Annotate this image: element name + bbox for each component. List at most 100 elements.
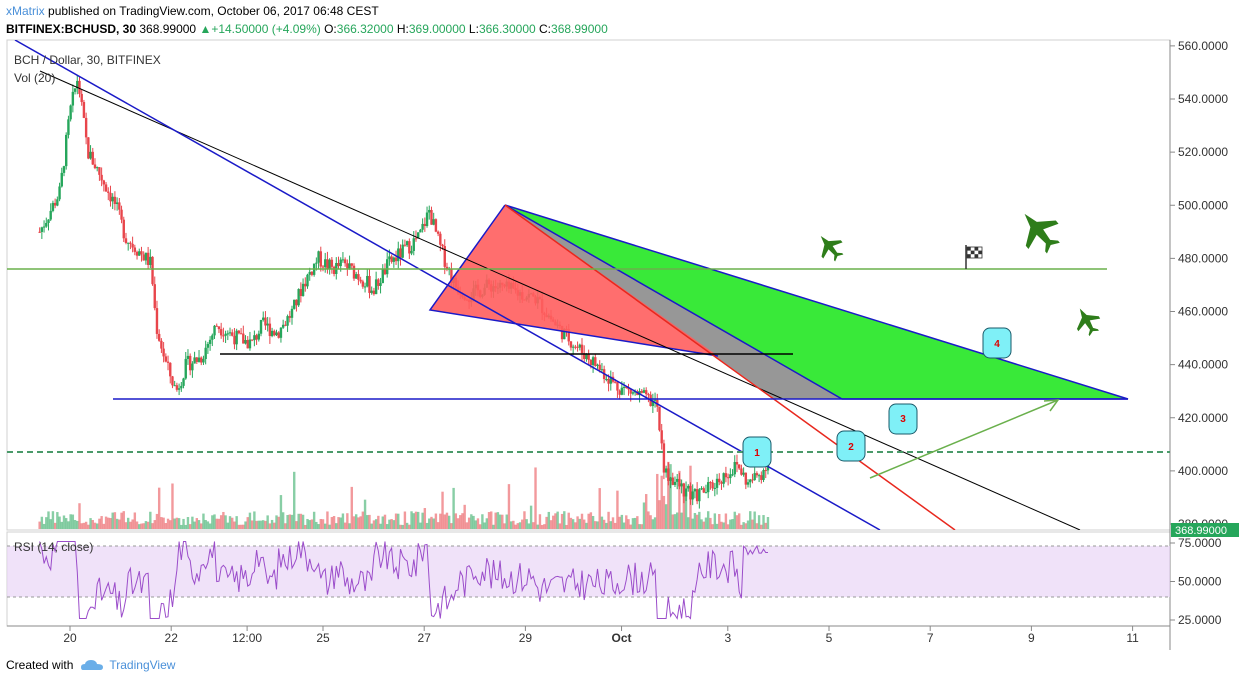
volume-bar [160,517,163,529]
volume-bar [476,518,480,529]
tradingview-link[interactable]: TradingView [109,658,176,672]
volume-bar [217,518,221,529]
volume-bar [326,511,329,529]
candle-body [202,359,205,363]
candle-body [753,473,756,481]
volume-bar [412,513,415,529]
candle-body [676,478,679,482]
candle-body [118,202,121,210]
volume-bar [264,520,267,529]
volume-bar [193,521,196,529]
volume-bar [246,517,249,529]
candle-body [53,202,57,206]
wave-marker-3[interactable]: 3 [888,403,918,435]
candle-body [709,482,712,484]
volume-bar [598,488,601,529]
volume-bar [693,513,697,529]
candle-body [115,202,119,205]
y-axis-ticks: 560.0000 540.0000 520.0000 500.0000 480.0000… [1170,39,1228,531]
volume-bar [310,519,314,529]
volume-bar [622,522,626,529]
volume-bar [602,519,606,529]
candle-body [414,238,418,240]
volume-bar [213,514,216,529]
candle-body [713,487,717,489]
wave-marker-2[interactable]: 2 [836,430,866,462]
volume-bar [633,517,637,529]
candle-body [100,174,103,181]
candle-body [720,482,723,484]
volume-bar [93,522,97,529]
price-chart[interactable]: 1 2 3 4 BCH / Dollar, 30, BITFINEX Vol (… [0,38,1239,650]
ohlc-bar: BITFINEX:BCHUSD, 30 368.99000 ▲+14.50000… [6,22,608,36]
volume-bar [474,520,477,529]
volume-bar [40,516,44,529]
candle-body [211,335,214,340]
volume-bar [82,522,86,529]
candle-body [301,283,305,296]
low-value: 366.30000 [478,22,536,36]
candle-body [651,400,655,407]
candle-body [589,359,593,366]
volume-bar [355,514,358,529]
volume-bar [290,514,294,529]
rsi-band [7,546,1170,597]
y-tick-label: 460.0000 [1178,305,1228,319]
volume-bar [58,516,61,529]
candle-body [332,266,336,274]
candle-body [40,227,44,232]
wave-marker-1[interactable]: 1 [742,436,772,468]
candle-body [91,151,94,165]
volume-bar [501,514,504,529]
volume-bar [111,512,114,529]
volume-bar [383,514,387,529]
volume-bar [556,511,559,529]
volume-bar [211,515,214,529]
candle-body [348,263,351,269]
candle-body [645,390,648,395]
candle-body [310,271,314,275]
volume-bar [664,504,668,529]
candle-body [350,263,353,266]
author-link[interactable]: xMatrix [6,4,45,18]
volume-bar [746,520,750,529]
volume-bar [169,520,172,529]
volume-bar [636,516,639,529]
volume-bar [574,522,577,529]
volume-bar [231,517,234,529]
candle-body [67,119,70,135]
candle-body [76,80,79,89]
volume-bar [742,522,745,529]
volume-bar [255,520,258,529]
candle-body [138,251,141,256]
candle-body [73,88,77,92]
candle-body [264,317,267,326]
volume-bar [321,519,325,529]
candle-body [275,332,278,336]
volume-bar [372,520,376,529]
candle-body [169,362,172,377]
volume-bar [346,513,349,529]
volume-bar [459,515,462,529]
volume-bar [676,512,679,529]
volume-bar [720,521,723,529]
volume-bar [317,524,320,529]
candle-body [587,353,590,360]
candle-body [180,385,183,389]
x-tick-label: 25 [316,631,330,645]
volume-bar [656,473,659,529]
candle-body [142,254,145,261]
volume-bar [107,517,110,529]
candle-body [660,430,663,444]
candle-body [412,238,415,251]
candle-body [224,333,227,336]
volume-bar [711,524,714,529]
candle-body [567,329,570,342]
volume-bar [547,511,551,529]
wave-marker-4[interactable]: 4 [982,327,1012,359]
candle-body [580,344,584,354]
volume-bar [262,520,265,529]
volume-bar [434,513,438,529]
change-value: +14.50000 (+4.09%) [211,22,321,36]
volume-bar [47,511,50,529]
